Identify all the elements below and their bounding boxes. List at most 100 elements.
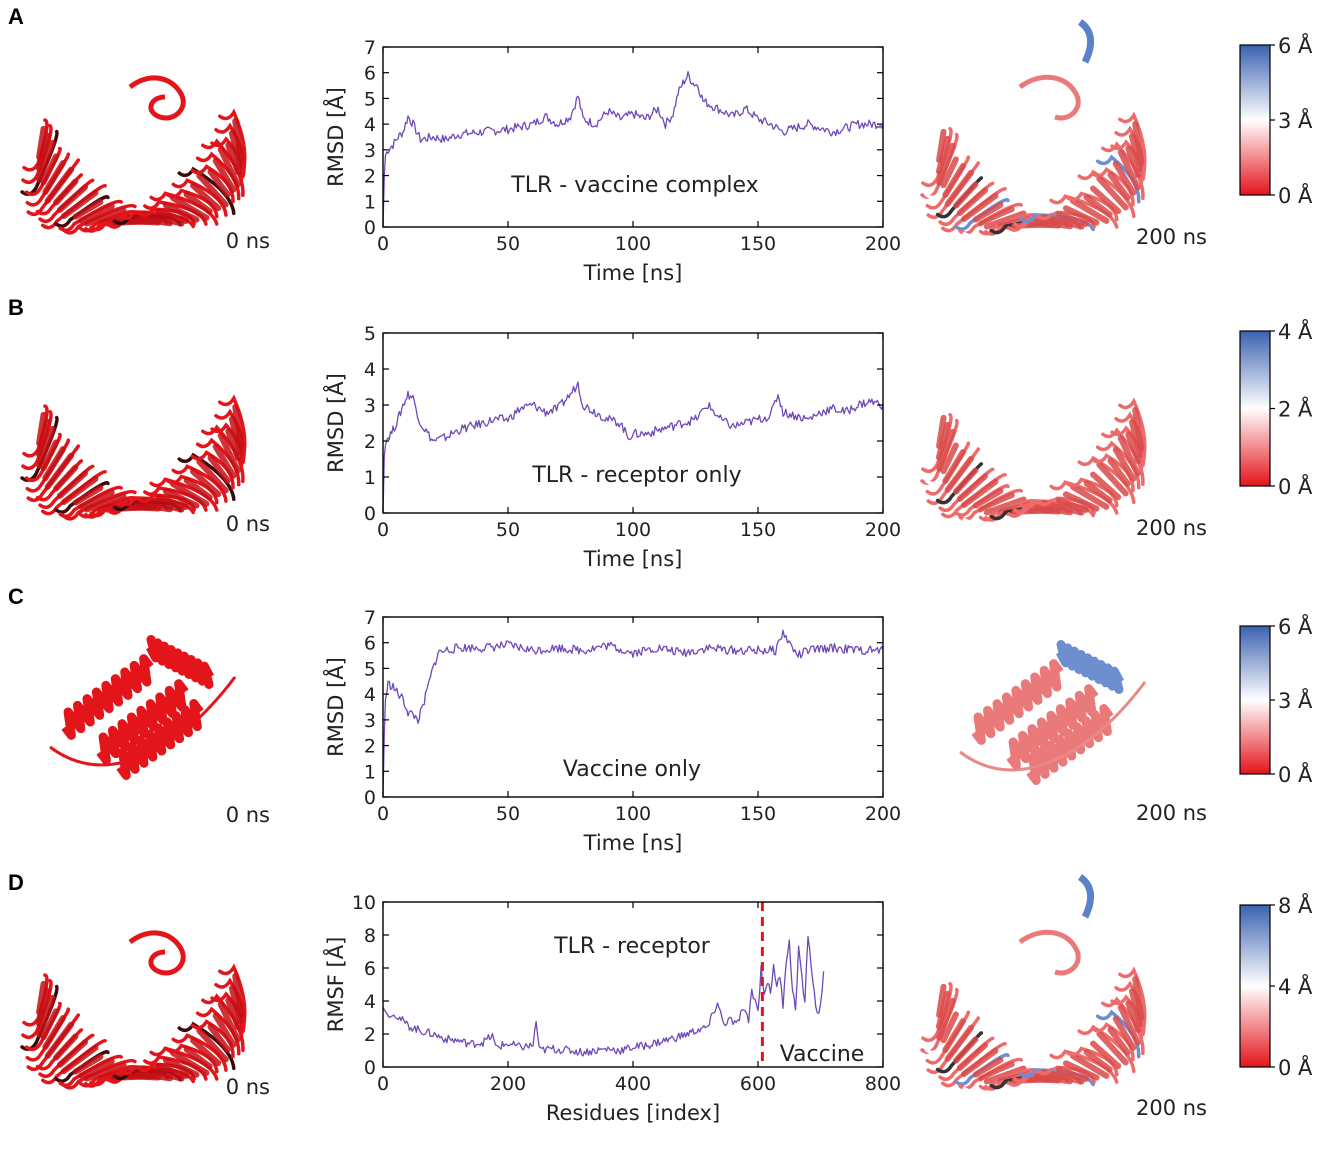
protein-sheet [36,994,56,1038]
protein-strand [938,467,995,513]
time-label-end: 200 ns [1136,225,1207,249]
y-tick-label: 2 [364,736,376,758]
colorbar-gradient [1239,625,1271,775]
y-axis-label: RMSD [Å] [322,657,348,757]
protein-strand [954,198,1010,231]
protein-cartoon [959,640,1147,785]
x-tick-label: 150 [740,519,776,541]
series-line [383,381,883,513]
y-tick-label: 0 [364,787,376,809]
protein-loop [49,676,237,767]
protein-sheet [36,139,56,183]
protein-strand [78,1065,140,1088]
protein-strand [78,210,140,233]
y-tick-label: 4 [364,359,376,381]
protein-strand [78,496,140,519]
colorbar-tick-label: 4 Å [1278,973,1313,999]
protein-sheet [983,210,1027,230]
protein-strand [962,206,1037,238]
protein-sheet [942,449,966,484]
protein-sheet [1125,1000,1142,1034]
protein-strand [935,1031,984,1074]
protein-strand [921,127,953,188]
y-tick-label: 4 [364,114,376,136]
protein-sheet [1062,491,1100,512]
y-tick-label: 5 [364,88,376,110]
protein-sheet [207,454,231,484]
protein-sheet [72,198,104,220]
protein-strand [938,1036,995,1082]
protein-sheet [1040,1069,1085,1085]
x-tick-label: 0 [377,1073,389,1095]
protein-sheet [1062,205,1100,226]
protein-sheet [207,1023,231,1053]
protein-sheet [935,135,951,175]
protein-cartoon [920,111,1147,238]
protein-sheet [162,1057,200,1078]
protein-strand [54,1050,110,1083]
protein-strand [218,963,247,1029]
panel-label: C [8,584,24,609]
protein-strand [24,1001,62,1052]
protein-strand [218,394,247,460]
protein-sheet [940,1011,959,1044]
protein-sheet [217,1001,241,1043]
protein-strand [62,203,137,235]
protein-sheet [140,497,185,513]
protein-sheet [36,425,56,469]
chart-annotation: Vaccine [780,1042,865,1067]
series-line [383,71,883,227]
protein-strand [24,146,62,197]
colorbar-tick-label: 0 Å [1278,182,1313,208]
protein-strand [924,435,962,486]
protein-sheet [1069,483,1110,510]
y-tick-label: 4 [364,684,376,706]
protein-sheet [936,142,956,186]
colorbar-gradient [1239,44,1271,196]
protein-sheet [1083,194,1113,218]
protein-sheet [232,118,245,163]
protein-strand [35,459,84,502]
protein-sheet [35,132,51,172]
protein-sheet [35,418,51,458]
protein-sheet [190,468,222,498]
protein-sheet [232,404,245,449]
protein-helix [96,679,189,765]
protein-sheet [42,1015,66,1050]
y-tick-label: 3 [364,395,376,417]
colorbar-gradient [1239,904,1271,1068]
y-tick-label: 3 [364,140,376,162]
protein-strand [21,410,53,471]
protein-helix [1006,684,1099,770]
protein-strand [21,979,53,1040]
protein-sheet [1069,1052,1110,1079]
protein-strand [1049,1049,1119,1084]
time-label-start: 0 ns [226,803,270,827]
x-tick-label: 200 [865,519,901,541]
protein-sheet [169,1049,210,1076]
protein-strand [926,161,981,220]
protein-strand [1118,966,1147,1032]
protein-sheet [944,455,975,493]
protein-strand [218,108,247,174]
x-tick-label: 200 [490,1073,526,1095]
protein-strand [1049,194,1119,229]
y-tick-label: 4 [364,991,376,1013]
protein-strand [935,176,984,219]
protein-sheet [40,439,59,472]
protein-strand [25,152,71,207]
y-tick-label: 2 [364,166,376,188]
protein-sheet [42,160,66,195]
protein-sheet [978,206,1015,227]
protein-sheet [1117,149,1141,191]
panel-label: B [8,295,24,320]
series-line [383,936,825,1057]
panel-label: A [8,4,24,29]
protein-sheet [44,166,75,204]
structure-final: 200 ns [920,874,1207,1120]
protein-sheet [936,414,947,450]
protein-sheet [1090,471,1122,501]
plot-frame [382,46,884,228]
protein-sheet [1055,211,1089,227]
